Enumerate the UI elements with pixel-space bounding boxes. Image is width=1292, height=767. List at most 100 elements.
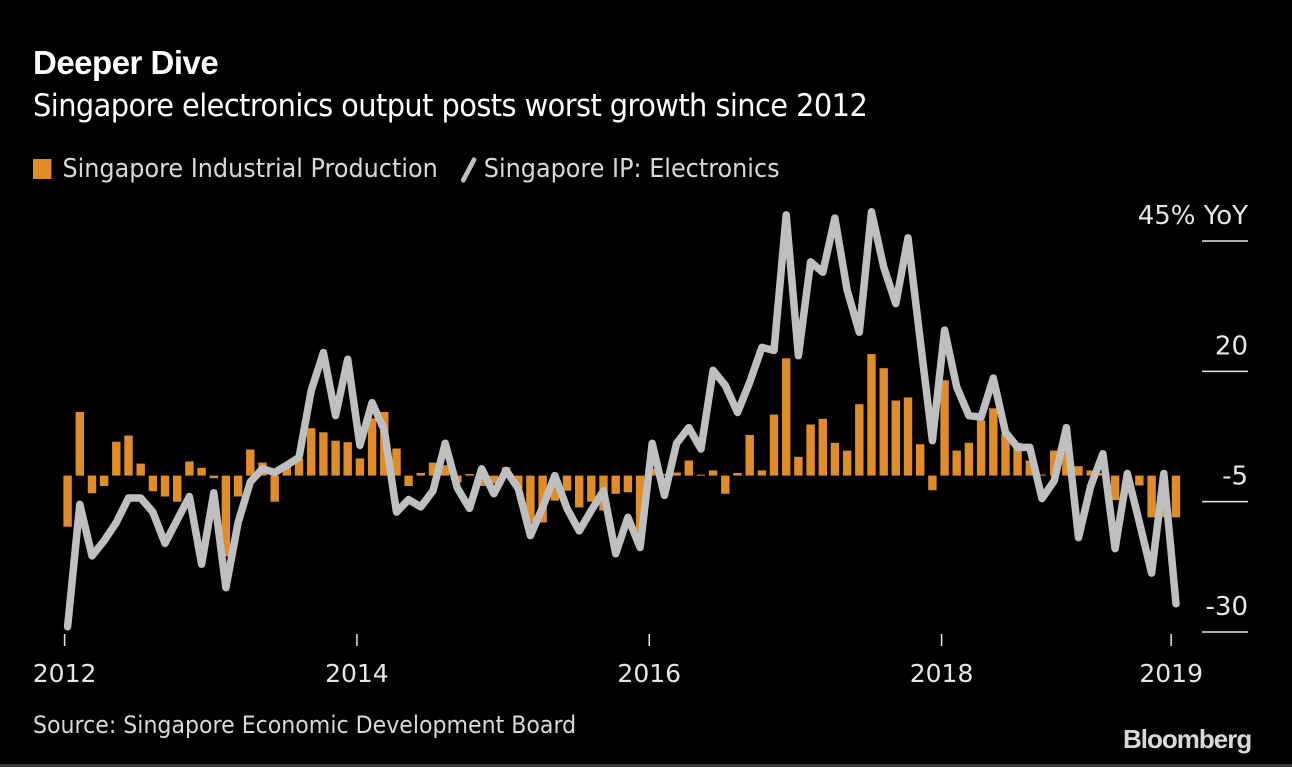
bar-industrial-production <box>99 475 109 486</box>
bar-industrial-production <box>282 464 291 476</box>
bar-industrial-production <box>623 475 633 493</box>
bar-industrial-production <box>1135 475 1144 486</box>
bar-industrial-production <box>1171 475 1181 518</box>
bar-industrial-production <box>855 404 864 476</box>
bar-industrial-production <box>806 424 815 476</box>
y-tick-label: -30 <box>1206 592 1248 622</box>
bar-industrial-production <box>782 358 791 476</box>
x-tick-label: 2019 <box>1139 659 1203 688</box>
x-axis: 2012 2014 2016 2018 2019 <box>33 634 1203 688</box>
x-tick-label: 2018 <box>910 659 974 688</box>
bar-industrial-production <box>63 475 72 527</box>
bar-industrial-production <box>989 408 998 476</box>
bar-industrial-production <box>672 472 681 476</box>
bar-industrial-production <box>87 475 97 494</box>
x-tick-label: 2012 <box>33 659 97 688</box>
bar-industrial-production <box>404 475 413 486</box>
bar-industrial-production <box>964 442 974 476</box>
line-series-electronics <box>63 208 1180 631</box>
bar-industrial-production <box>307 428 316 476</box>
bar-industrial-production <box>575 475 584 508</box>
bar-industrial-production <box>148 475 158 492</box>
bar-industrial-production <box>940 380 949 476</box>
bar-industrial-production <box>1074 466 1083 476</box>
bar-industrial-production <box>1037 474 1047 476</box>
bar-industrial-production <box>830 442 840 476</box>
bar-industrial-production <box>209 475 218 479</box>
bar-industrial-production <box>392 448 401 476</box>
bar-industrial-production <box>721 475 730 494</box>
bar-industrial-production <box>160 475 170 497</box>
bottom-divider <box>0 764 1292 767</box>
bar-industrial-production <box>270 475 279 502</box>
bar-industrial-production <box>1147 475 1156 518</box>
bar-industrial-production <box>794 456 803 476</box>
bar-industrial-production <box>136 463 145 476</box>
bar-industrial-production <box>1062 450 1071 476</box>
bar-industrial-production <box>550 475 559 501</box>
bar-industrial-production <box>1001 433 1010 476</box>
bar-industrial-production <box>489 475 499 484</box>
bar-series-industrial-production <box>63 354 1181 557</box>
bar-industrial-production <box>891 400 900 476</box>
bar-industrial-production <box>684 460 693 476</box>
line-electronics <box>63 208 1180 631</box>
bar-industrial-production <box>867 354 876 476</box>
legend-label-electronics: Singapore IP: Electronics <box>483 154 780 184</box>
bar-industrial-production <box>1086 470 1095 476</box>
bar-industrial-production <box>587 475 596 502</box>
y-tick-label: 20 <box>1215 331 1248 361</box>
bar-industrial-production <box>1050 450 1059 476</box>
bar-industrial-production <box>660 474 669 476</box>
bar-industrial-production <box>173 475 182 502</box>
bar-industrial-production <box>331 440 340 476</box>
source-note: Source: Singapore Economic Development B… <box>33 711 577 739</box>
legend-label-industrial-production: Singapore Industrial Production <box>62 154 438 184</box>
x-tick-label: 2014 <box>325 659 389 688</box>
bar-industrial-production <box>367 418 377 476</box>
bar-industrial-production <box>185 461 194 476</box>
bar-industrial-production <box>708 470 718 476</box>
bar-industrial-production <box>294 458 304 476</box>
bar-industrial-production <box>879 368 888 476</box>
bar-industrial-production <box>818 418 827 476</box>
y-tick-label: 45% YoY <box>1138 201 1248 231</box>
bar-industrial-production <box>428 462 438 476</box>
y-tick-label: -5 <box>1222 462 1248 492</box>
legend-bar-swatch-icon <box>33 159 52 179</box>
bar-industrial-production <box>916 444 925 476</box>
bar-industrial-production <box>976 420 986 476</box>
bar-industrial-production <box>733 473 742 476</box>
bar-industrial-production <box>696 474 706 476</box>
bar-industrial-production <box>112 441 121 476</box>
bar-industrial-production <box>246 449 255 476</box>
bar-industrial-production <box>233 475 243 497</box>
bar-industrial-production <box>635 475 645 531</box>
chart-title: Singapore electronics output posts worst… <box>33 88 868 124</box>
bar-industrial-production <box>769 414 779 476</box>
bar-industrial-production <box>1013 442 1022 476</box>
y-axis: 45% YoY 20 -5 -30 <box>1138 201 1248 633</box>
bar-industrial-production <box>355 458 365 476</box>
bar-industrial-production <box>562 475 572 491</box>
bar-industrial-production <box>319 432 328 476</box>
bar-industrial-production <box>526 475 535 523</box>
x-tick-label: 2016 <box>617 659 681 688</box>
bar-industrial-production <box>465 474 474 476</box>
bar-industrial-production <box>952 450 961 476</box>
bar-industrial-production <box>197 467 206 476</box>
bar-industrial-production <box>611 475 620 494</box>
bar-industrial-production <box>1025 460 1034 476</box>
bar-industrial-production <box>124 435 133 476</box>
legend: Singapore Industrial Production Singapor… <box>33 154 780 184</box>
bar-industrial-production <box>745 434 754 476</box>
bar-industrial-production <box>842 450 852 476</box>
bar-industrial-production <box>903 397 913 476</box>
bar-industrial-production <box>416 473 425 476</box>
bar-industrial-production <box>441 465 450 476</box>
bar-industrial-production <box>221 475 231 557</box>
bar-industrial-production <box>757 470 767 476</box>
bar-industrial-production <box>1110 475 1120 501</box>
bar-industrial-production <box>343 442 352 476</box>
